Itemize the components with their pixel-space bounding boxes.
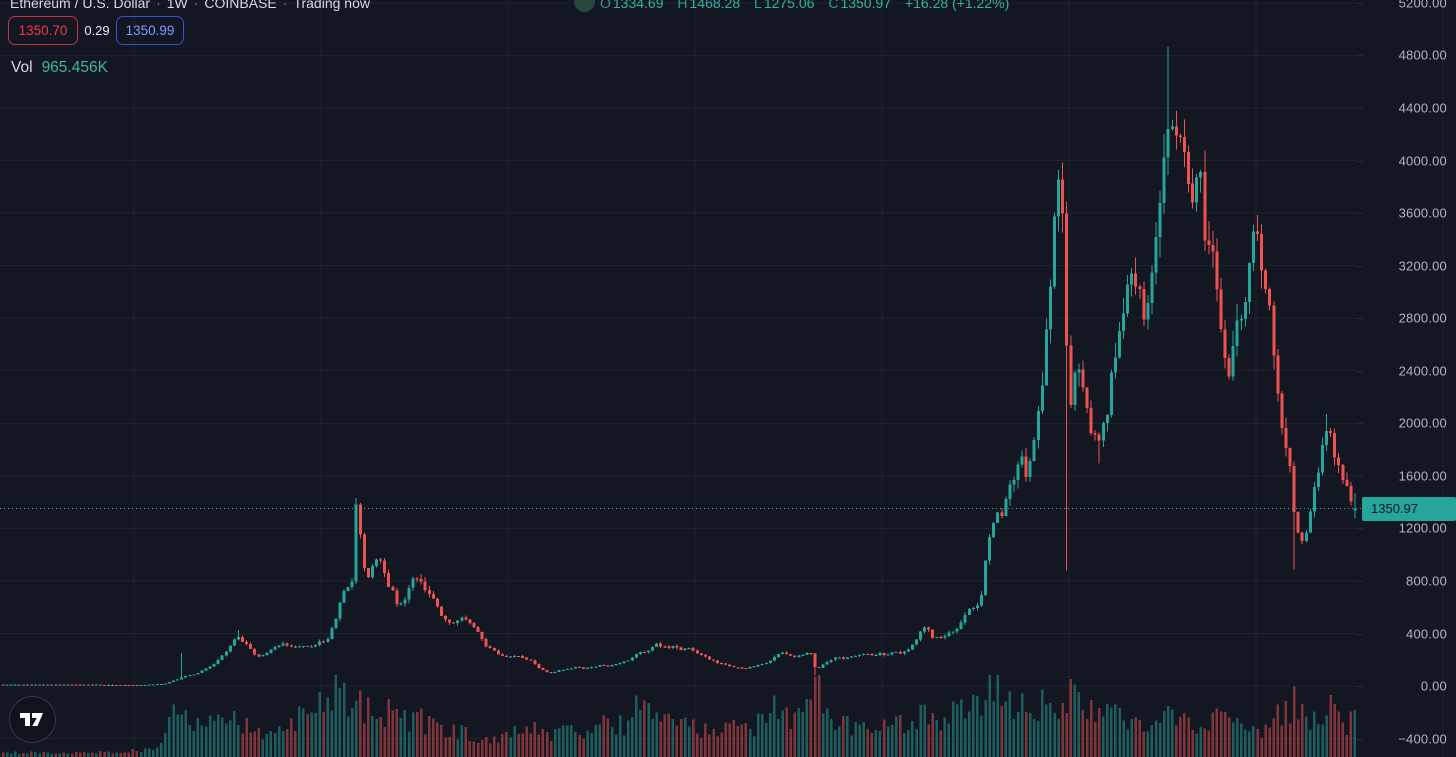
candles-layer	[1, 46, 1357, 686]
market-status-label: Trading now	[293, 0, 370, 11]
change-value: +16.28 (+1.22%)	[904, 0, 1010, 11]
price-axis-tick	[1357, 2, 1362, 4]
price-axis-tick	[1357, 528, 1362, 530]
separator-dot: ·	[282, 0, 288, 11]
price-axis-tick	[1357, 160, 1362, 162]
open-label: O	[600, 0, 611, 11]
price-axis-label: 3200.00	[1398, 258, 1447, 274]
close-label: C	[828, 0, 839, 11]
price-axis-label: 1200.00	[1398, 520, 1447, 536]
volume-label: Vol	[11, 59, 33, 76]
low-value: 1275.06	[763, 0, 815, 11]
price-axis-label: 4400.00	[1398, 100, 1447, 116]
price-axis-tick	[1357, 423, 1362, 425]
price-axis-tick	[1357, 108, 1362, 109]
high-value: 1468.28	[689, 0, 741, 11]
price-axis-label: 4000.00	[1398, 153, 1447, 168]
volume-value: 965.456K	[41, 59, 108, 76]
price-axis-tick	[1357, 475, 1362, 477]
tv-logo-icon	[20, 713, 43, 726]
current-price-badge: 1350.97	[1362, 496, 1456, 521]
separator-dot: ·	[193, 0, 199, 11]
volume-readout: Vol 965.456K	[11, 59, 108, 77]
bid-button[interactable]: 1350.70	[8, 16, 78, 45]
tradingview-logo[interactable]	[9, 696, 56, 743]
market-status-icon[interactable]	[574, 0, 595, 12]
price-axis-tick	[1357, 738, 1362, 740]
price-axis-tick	[1357, 318, 1362, 320]
exchange-label[interactable]: COINBASE	[204, 0, 277, 11]
high-label: H	[677, 0, 688, 11]
price-axis-tick	[1357, 686, 1362, 687]
timeframe-label[interactable]: 1W	[166, 0, 188, 11]
price-axis-tick	[1357, 580, 1362, 582]
ask-button[interactable]: 1350.99	[116, 16, 184, 45]
price-axis-label: 2000.00	[1398, 415, 1447, 431]
price-axis-tick	[1357, 55, 1362, 57]
spread-value: 0.29	[84, 23, 110, 38]
price-axis-label: 3600.00	[1398, 205, 1447, 221]
price-axis-label: 0.00	[1420, 678, 1447, 694]
price-axis-tick	[1357, 633, 1362, 635]
price-axis-tick	[1357, 265, 1362, 267]
price-axis-label: 400.00	[1406, 626, 1447, 641]
price-axis-label: 800.00	[1406, 573, 1447, 589]
open-value: 1334.69	[612, 0, 664, 11]
price-axis-label: 1600.00	[1398, 468, 1447, 484]
price-axis-label: 2800.00	[1398, 310, 1447, 326]
price-axis[interactable]: 5200.00 4800.00 4400.00 4000.00 3600.00 3200.…	[1356, 0, 1456, 757]
separator-dot: ·	[156, 0, 161, 11]
low-label: L	[754, 0, 762, 11]
price-axis-tick	[1357, 370, 1362, 372]
price-axis-label: 4800.00	[1398, 47, 1447, 63]
close-value: 1350.97	[840, 0, 892, 11]
price-axis-tick	[1357, 213, 1362, 215]
volume-layer	[1, 675, 1357, 757]
symbol-legend: Ethereum / U.S. Dollar · 1W · COINBASE · Tradi…	[10, 0, 370, 13]
ohlc-values: O 1334.69 H 1468.28 L 1275.06 C 1350.97 +16.…	[600, 0, 1009, 13]
price-axis-label: 2400.00	[1398, 363, 1447, 379]
price-axis-label: 5200.00	[1398, 0, 1447, 11]
symbol-title[interactable]: Ethereum / U.S. Dollar	[10, 0, 151, 11]
price-axis-label: −400.00	[1398, 731, 1447, 746]
